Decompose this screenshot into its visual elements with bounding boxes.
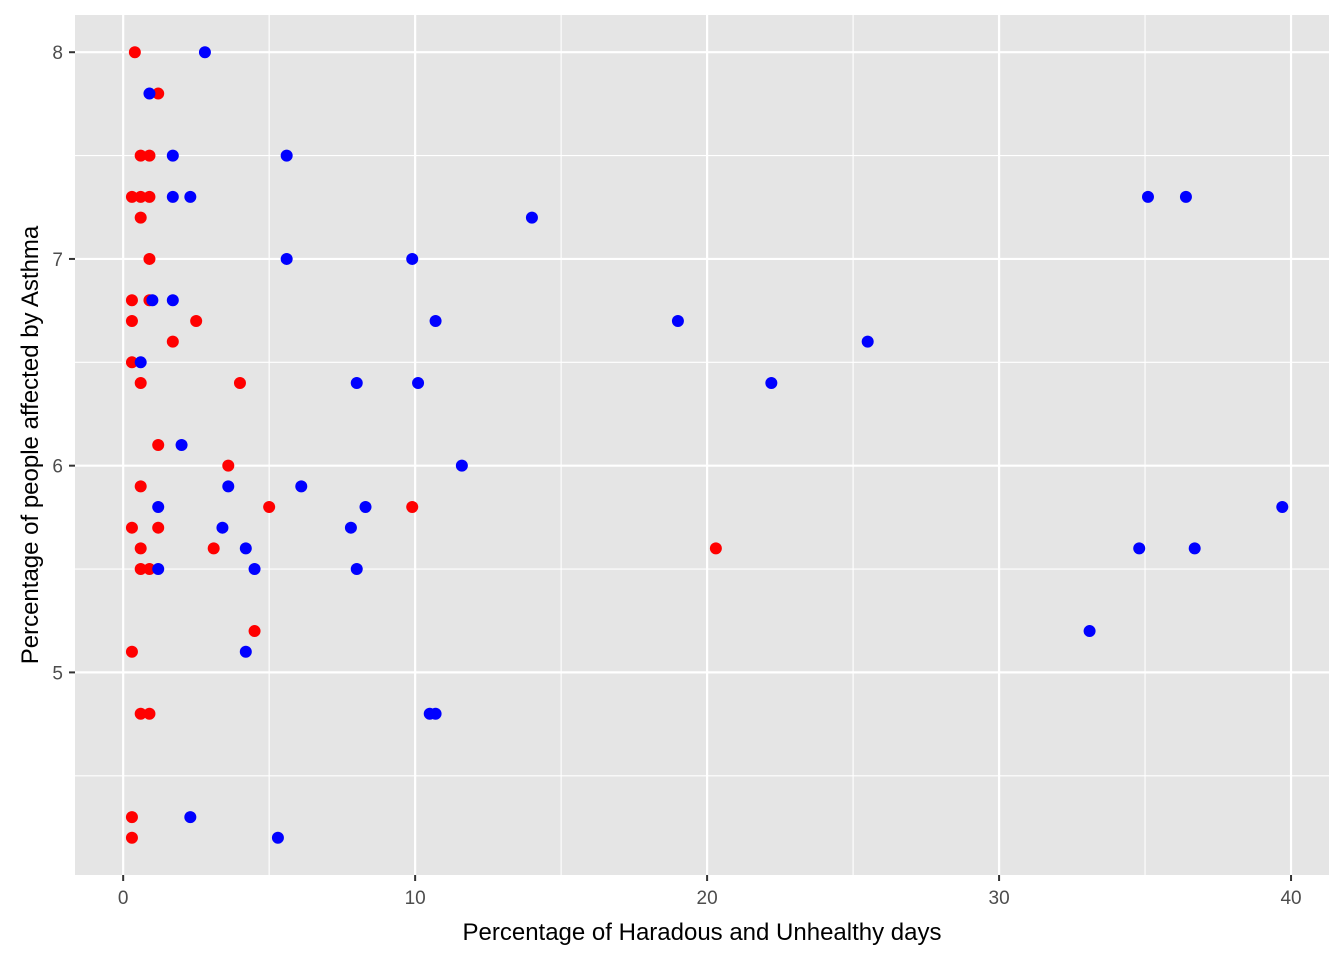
data-point [271, 831, 284, 844]
minor-gridlines [75, 15, 1329, 875]
data-point [125, 521, 138, 534]
data-point [125, 294, 138, 307]
data-point [134, 376, 147, 389]
data-point [152, 501, 165, 514]
data-point [350, 563, 363, 576]
data-point [1179, 190, 1192, 203]
data-point [709, 542, 722, 555]
data-point [406, 501, 419, 514]
data-point [1141, 190, 1154, 203]
data-point [671, 314, 684, 327]
data-point [412, 376, 425, 389]
x-axis-title: Percentage of Haradous and Unhealthy day… [463, 919, 942, 946]
x-tick-label: 30 [989, 888, 1010, 909]
y-tick-label: 5 [52, 663, 63, 684]
data-point [429, 707, 442, 720]
x-axis-ticks: 0 10 20 30 40 [118, 875, 1302, 909]
data-point [134, 211, 147, 224]
data-point [239, 542, 252, 555]
data-point [248, 625, 261, 638]
data-point [429, 314, 442, 327]
data-point [239, 645, 252, 658]
data-points [125, 46, 1289, 844]
data-point [134, 190, 147, 203]
data-point [184, 190, 197, 203]
data-point [166, 149, 179, 162]
data-point [350, 376, 363, 389]
data-point [125, 314, 138, 327]
y-axis-ticks: 5 6 7 8 [52, 43, 75, 684]
data-point [125, 645, 138, 658]
x-tick-label: 10 [405, 888, 426, 909]
data-point [295, 480, 308, 493]
y-axis-title: Percentage of people affected by Asthma [17, 225, 44, 664]
data-point [525, 211, 538, 224]
y-tick-label: 7 [52, 250, 63, 271]
data-point [125, 811, 138, 824]
data-point [406, 252, 419, 265]
data-point [280, 149, 293, 162]
data-point [143, 149, 156, 162]
x-tick-label: 0 [118, 888, 129, 909]
data-point [1276, 501, 1289, 514]
data-point [134, 707, 147, 720]
data-point [765, 376, 778, 389]
data-point [222, 459, 235, 472]
data-point [134, 563, 147, 576]
data-point [152, 521, 165, 534]
data-point [134, 149, 147, 162]
major-gridlines [75, 15, 1329, 875]
data-point [134, 356, 147, 369]
data-point [166, 190, 179, 203]
data-point [280, 252, 293, 265]
data-point [166, 294, 179, 307]
data-point [175, 439, 188, 451]
data-point [125, 831, 138, 844]
data-point [263, 501, 276, 514]
data-point [344, 521, 357, 534]
data-point [222, 480, 235, 493]
data-point [143, 563, 156, 576]
data-point [216, 521, 229, 534]
data-point [152, 87, 165, 100]
data-point [146, 294, 159, 307]
data-point [1083, 625, 1096, 638]
data-point [125, 190, 138, 203]
x-tick-label: 40 [1280, 888, 1301, 909]
data-point [143, 87, 156, 100]
data-point [143, 707, 156, 720]
data-point [861, 335, 874, 348]
y-tick-label: 8 [52, 43, 63, 64]
data-point [134, 542, 147, 555]
plot-panel [75, 15, 1329, 875]
data-point [152, 439, 165, 451]
data-point [359, 501, 372, 514]
data-point [190, 314, 203, 327]
y-tick-label: 6 [52, 457, 63, 478]
data-point [233, 376, 246, 389]
data-point [143, 252, 156, 265]
data-point [1188, 542, 1201, 555]
data-point [128, 46, 141, 59]
data-point [184, 811, 197, 824]
data-point [143, 190, 156, 203]
data-point [455, 459, 468, 472]
data-point [198, 46, 211, 59]
data-point [134, 480, 147, 493]
data-point [166, 335, 179, 348]
data-point [125, 356, 138, 369]
data-point [1133, 542, 1146, 555]
data-point [207, 542, 220, 555]
data-point [248, 563, 261, 576]
data-point [152, 563, 165, 576]
x-tick-label: 20 [697, 888, 718, 909]
